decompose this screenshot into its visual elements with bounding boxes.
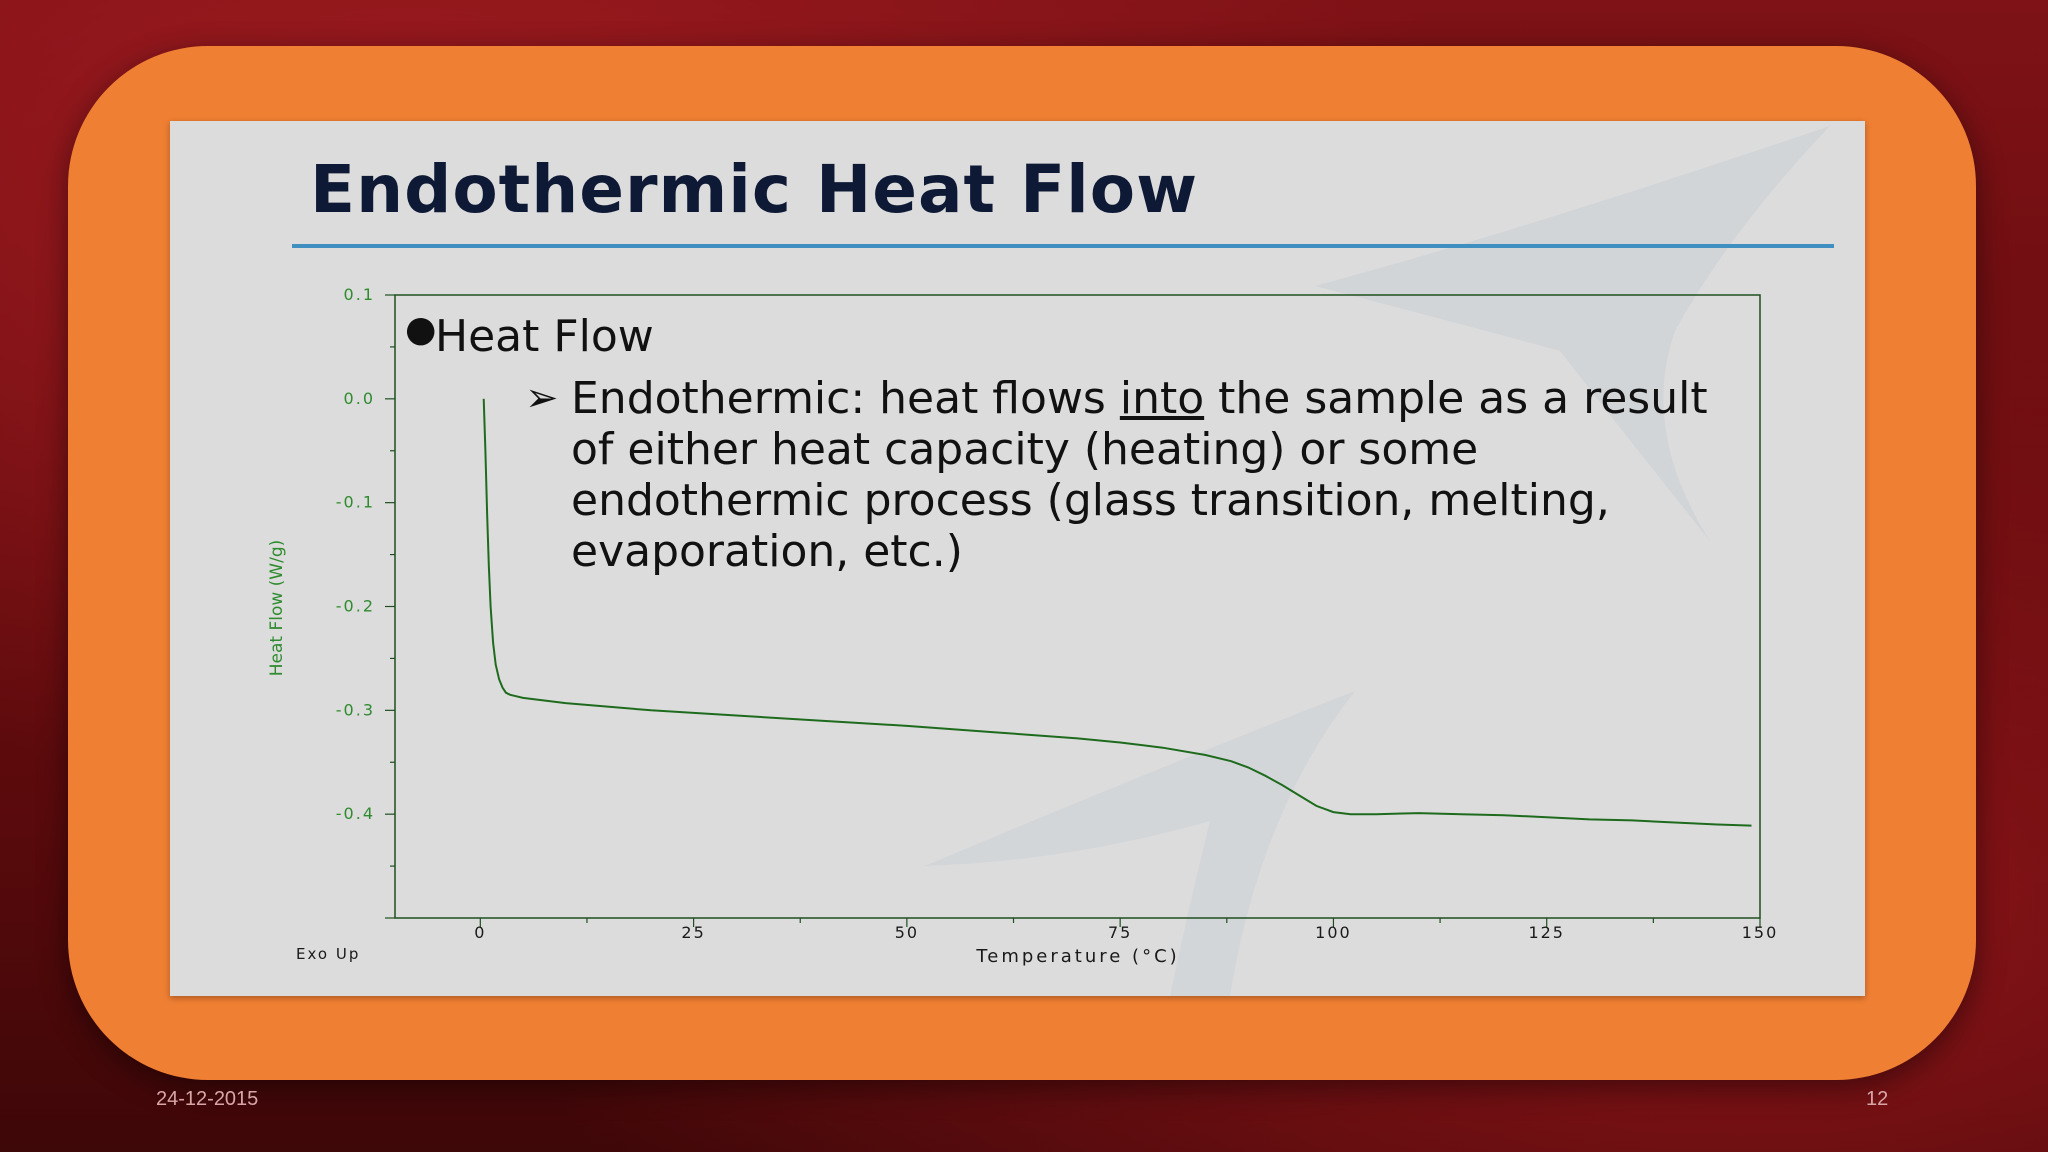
sub-bullet-text-suffix: the sample as a result of either heat ca… — [571, 373, 1708, 577]
heat-flow-chart: 0.10.0-0.1-0.2-0.3-0.4 0 25 50 75 100 125 150 … — [267, 285, 1779, 967]
x-tick-label: 50 — [895, 923, 919, 942]
exo-up-label: Exo Up — [296, 945, 360, 963]
slide-title: Endothermic Heat Flow — [310, 151, 1199, 228]
y-tick-label: -0.2 — [336, 597, 375, 616]
bullet-dot-icon: ● — [405, 309, 437, 350]
x-tick-label: 25 — [681, 923, 705, 942]
footer-page-number: 12 — [1866, 1088, 1889, 1110]
y-tick-label: -0.1 — [336, 493, 375, 512]
heat-flow-curve — [482, 398, 1752, 827]
sub-bullet-endothermic: ➢ Endothermic: heat flows into the sampl… — [525, 373, 1731, 577]
x-axis-label: Temperature (°C) — [975, 946, 1179, 967]
y-axis-label: Heat Flow (W/g) — [267, 540, 287, 677]
y-tick-label: -0.4 — [336, 804, 375, 823]
sub-bullet-underlined-word: into — [1119, 373, 1205, 424]
x-tick-label: 100 — [1315, 923, 1352, 942]
sub-bullet-text-prefix: Endothermic: heat flows — [571, 373, 1120, 424]
title-underline — [292, 244, 1834, 248]
x-tick-label: 150 — [1742, 923, 1779, 942]
x-tick-label: 0 — [474, 923, 486, 942]
bullet-heat-flow-text: Heat Flow — [435, 311, 654, 362]
y-tick-label: 0.1 — [344, 285, 375, 304]
x-tick-label: 75 — [1108, 923, 1132, 942]
arrow-bullet-icon: ➢ — [525, 375, 559, 421]
y-tick-label: 0.0 — [344, 389, 375, 408]
x-tick-label: 125 — [1528, 923, 1565, 942]
y-tick-label: -0.3 — [336, 700, 375, 719]
footer-date: 24-12-2015 — [156, 1088, 259, 1110]
slide: Endothermic Heat Flow 0.1 0.0 -0.1 -0.2 -0.3… — [170, 121, 1865, 996]
